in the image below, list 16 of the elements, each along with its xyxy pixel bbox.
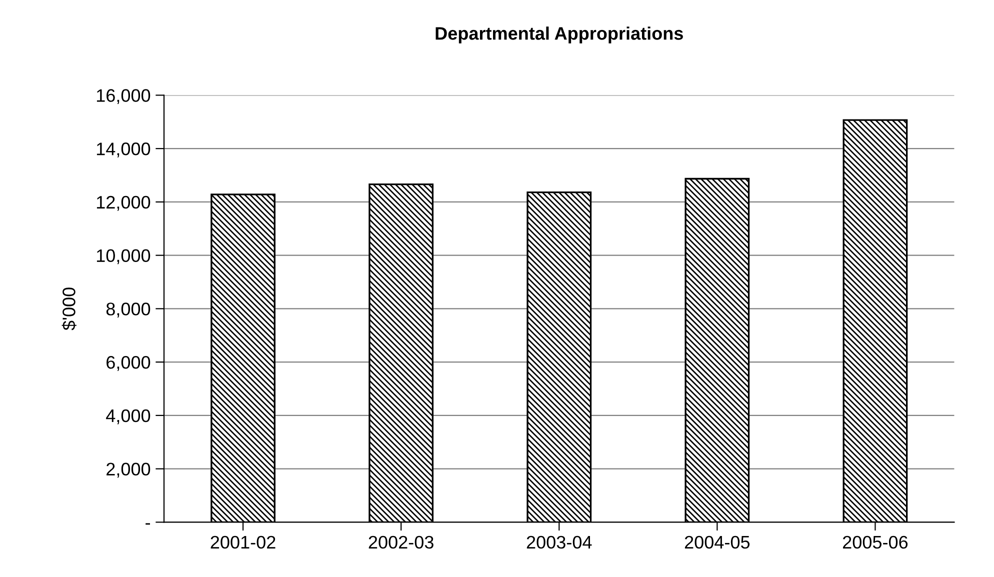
x-tick-label: 2003-04 — [526, 536, 592, 549]
y-axis-title: $'000 — [62, 288, 76, 330]
y-tick-label: 14,000 — [96, 142, 150, 158]
y-tick-label: 6,000 — [106, 356, 150, 371]
x-tick-label: 2002-03 — [368, 536, 434, 549]
y-tick-label: 4,000 — [106, 409, 150, 424]
y-tick-label: - — [146, 523, 150, 525]
y-tick-label: 10,000 — [96, 249, 150, 264]
chart-title: Departmental Appropriations — [436, 26, 683, 44]
y-tick-label: 16,000 — [96, 89, 150, 104]
x-tick-label: 2004-05 — [684, 536, 750, 549]
x-tick-label: 2001-02 — [210, 536, 276, 549]
x-tick-label: 2005-06 — [843, 536, 908, 549]
y-tick-label: 2,000 — [106, 462, 150, 478]
y-tick-label: 12,000 — [96, 196, 150, 211]
y-tick-label: 8,000 — [106, 302, 150, 318]
